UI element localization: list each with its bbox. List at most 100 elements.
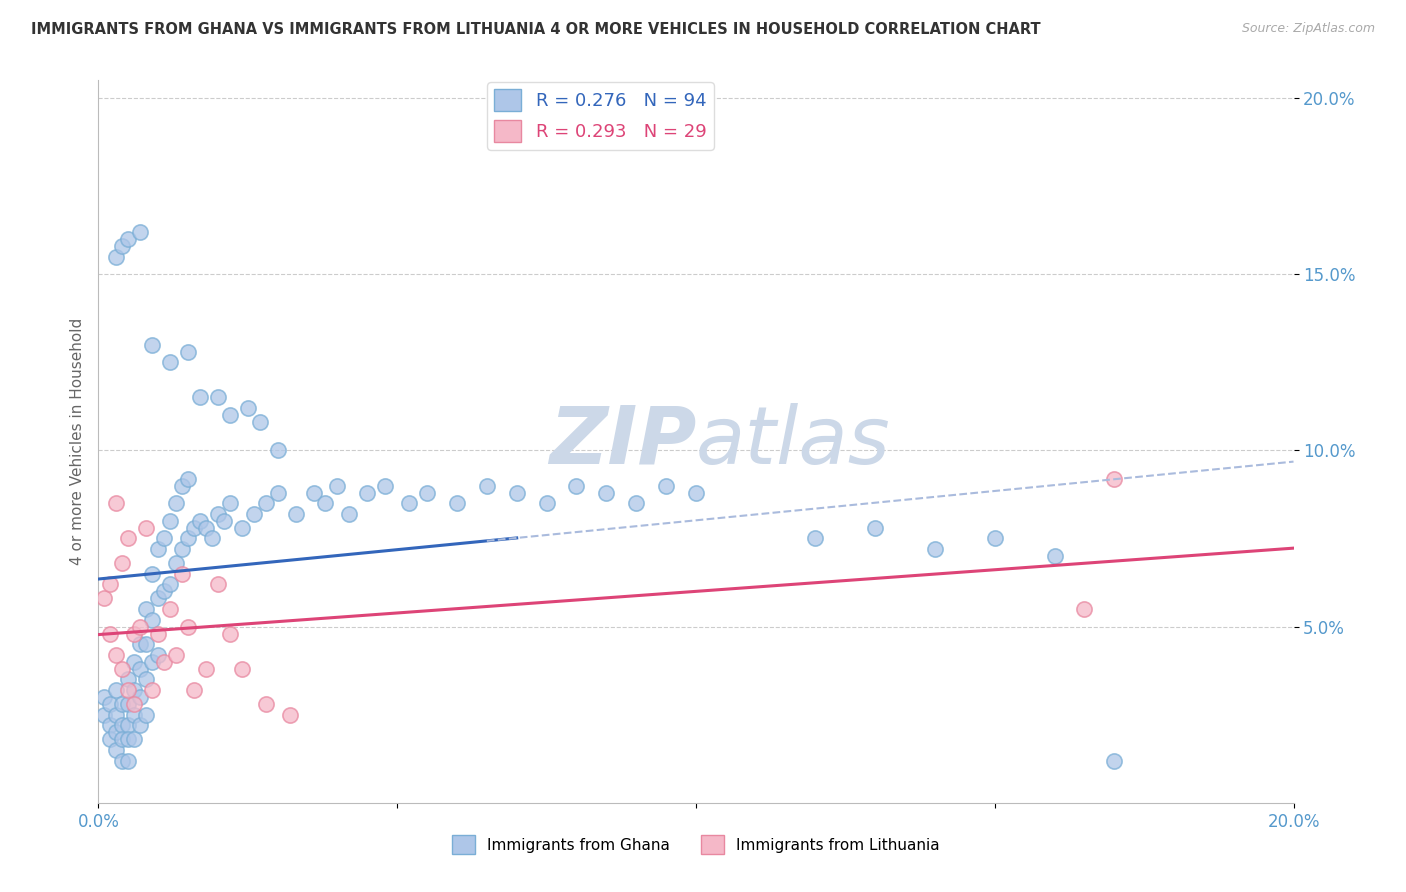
Point [117, 697, 139, 711]
Point [195, 662, 218, 676]
Point [159, 514, 181, 528]
Point [98, 697, 122, 711]
Point [124, 732, 146, 747]
Point [655, 478, 678, 492]
Point [111, 662, 134, 676]
Point [219, 408, 242, 422]
Point [249, 415, 271, 429]
Point [626, 496, 648, 510]
Point [124, 626, 146, 640]
Point [356, 485, 378, 500]
Point [416, 485, 439, 500]
Point [111, 239, 134, 253]
Point [141, 655, 163, 669]
Point [105, 707, 128, 722]
Point [159, 602, 181, 616]
Point [135, 521, 157, 535]
Point [212, 514, 235, 528]
Point [254, 496, 277, 510]
Point [117, 754, 139, 768]
Point [302, 485, 325, 500]
Point [446, 496, 468, 510]
Point [326, 478, 349, 492]
Point [111, 718, 134, 732]
Point [195, 521, 218, 535]
Point [183, 683, 205, 698]
Point [135, 673, 157, 687]
Point [188, 391, 211, 405]
Point [111, 697, 134, 711]
Point [93, 591, 115, 606]
Point [153, 655, 176, 669]
Point [98, 732, 122, 747]
Point [105, 648, 128, 662]
Point [188, 514, 211, 528]
Point [1043, 549, 1066, 563]
Point [148, 648, 170, 662]
Point [924, 542, 946, 557]
Point [105, 683, 128, 698]
Point [177, 619, 200, 633]
Point [129, 619, 152, 633]
Point [135, 707, 157, 722]
Point [117, 532, 139, 546]
Point [685, 485, 707, 500]
Point [315, 496, 337, 510]
Point [159, 355, 181, 369]
Text: ZIP: ZIP [548, 402, 696, 481]
Point [98, 626, 122, 640]
Point [267, 443, 290, 458]
Point [129, 662, 152, 676]
Legend: Immigrants from Ghana, Immigrants from Lithuania: Immigrants from Ghana, Immigrants from L… [446, 830, 946, 860]
Point [172, 566, 194, 581]
Point [124, 683, 146, 698]
Point [1073, 602, 1095, 616]
Point [595, 485, 617, 500]
Point [254, 697, 277, 711]
Point [506, 485, 529, 500]
Point [117, 232, 139, 246]
Point [153, 584, 176, 599]
Point [865, 521, 887, 535]
Point [219, 496, 242, 510]
Point [165, 648, 187, 662]
Point [111, 754, 134, 768]
Point [231, 521, 253, 535]
Text: IMMIGRANTS FROM GHANA VS IMMIGRANTS FROM LITHUANIA 4 OR MORE VEHICLES IN HOUSEHO: IMMIGRANTS FROM GHANA VS IMMIGRANTS FROM… [31, 22, 1040, 37]
Point [129, 718, 152, 732]
Point [183, 521, 205, 535]
Point [177, 471, 200, 485]
Point [165, 496, 187, 510]
Point [201, 532, 224, 546]
Point [536, 496, 558, 510]
Point [207, 577, 229, 591]
Point [111, 556, 134, 570]
Point [804, 532, 827, 546]
Point [172, 542, 194, 557]
Point [105, 743, 128, 757]
Point [135, 637, 157, 651]
Point [1104, 471, 1126, 485]
Point [111, 732, 134, 747]
Point [141, 683, 163, 698]
Point [129, 690, 152, 704]
Point [129, 637, 152, 651]
Point [984, 532, 1007, 546]
Point [124, 707, 146, 722]
Point [141, 613, 163, 627]
Point [117, 732, 139, 747]
Point [124, 655, 146, 669]
Point [148, 591, 170, 606]
Point [148, 542, 170, 557]
Point [135, 602, 157, 616]
Point [565, 478, 588, 492]
Point [141, 337, 163, 351]
Point [207, 507, 229, 521]
Point [117, 683, 139, 698]
Point [177, 532, 200, 546]
Point [374, 478, 396, 492]
Point [339, 507, 361, 521]
Point [153, 532, 176, 546]
Point [141, 566, 163, 581]
Text: Source: ZipAtlas.com: Source: ZipAtlas.com [1241, 22, 1375, 36]
